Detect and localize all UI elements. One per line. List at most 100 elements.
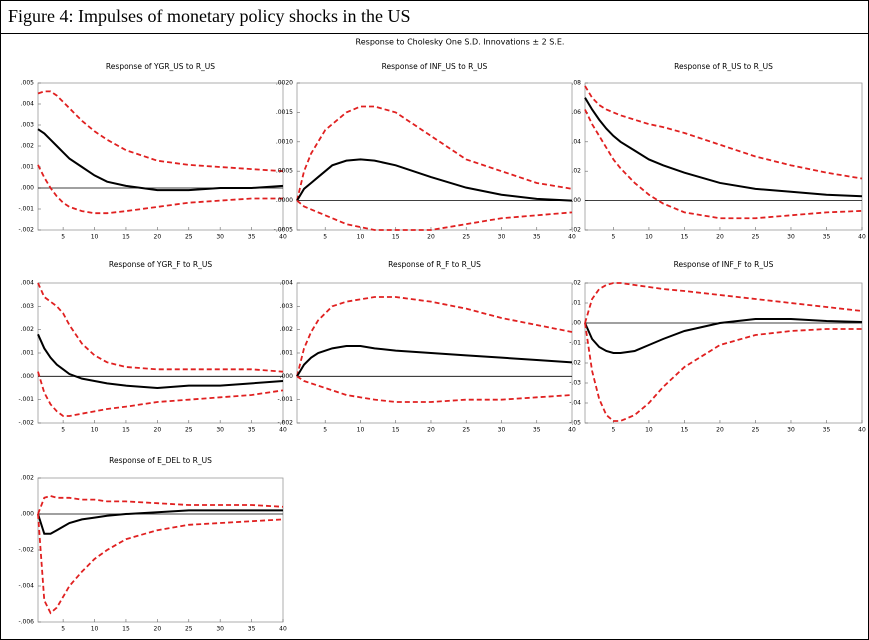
response-line xyxy=(296,345,573,377)
x-tick-label: 20 xyxy=(154,427,162,434)
confidence-band xyxy=(37,513,284,615)
x-tick-label: 15 xyxy=(122,427,130,434)
x-tick-label: 10 xyxy=(357,234,365,241)
panel-title: Response of INF_US to R_US xyxy=(382,62,488,71)
x-tick-label: 40 xyxy=(279,427,287,434)
response-line xyxy=(584,97,863,198)
x-tick-label: 25 xyxy=(752,427,760,434)
x-tick-label: 20 xyxy=(716,427,724,434)
confidence-band xyxy=(37,282,284,373)
y-tick-label: .003 xyxy=(21,303,35,310)
confidence-band xyxy=(37,371,284,417)
y-tick-label: .004 xyxy=(280,280,294,287)
x-tick-label: 40 xyxy=(279,626,287,633)
x-tick-label: 10 xyxy=(91,626,99,633)
confidence-band xyxy=(584,85,863,180)
x-tick-label: 10 xyxy=(357,427,365,434)
x-tick-label: 40 xyxy=(279,234,287,241)
y-tick-label: -.02 xyxy=(569,227,581,234)
y-tick-label: -.001 xyxy=(277,396,293,403)
plot-frame xyxy=(584,282,863,424)
x-tick-label: 15 xyxy=(681,427,689,434)
x-tick-label: 25 xyxy=(185,427,193,434)
confidence-band xyxy=(584,282,863,324)
x-tick-label: 30 xyxy=(498,427,506,434)
y-tick-label: .003 xyxy=(280,303,294,310)
x-tick-label: 35 xyxy=(533,427,541,434)
y-tick-label: .0005 xyxy=(276,168,293,175)
y-tick-label: .000 xyxy=(21,185,35,192)
x-tick-label: 5 xyxy=(61,234,65,241)
x-tick-label: 15 xyxy=(392,427,400,434)
response-line xyxy=(37,509,283,535)
y-tick-label: -.002 xyxy=(18,547,34,554)
x-tick-label: 30 xyxy=(787,234,795,241)
x-tick-label: 5 xyxy=(61,626,65,633)
y-tick-label: .002 xyxy=(21,475,35,482)
confidence-band xyxy=(296,105,573,201)
confidence-band xyxy=(37,495,284,515)
panel-title: Response of INF_F to R_US xyxy=(674,260,774,269)
x-tick-label: 15 xyxy=(681,234,689,241)
x-tick-label: 35 xyxy=(248,427,256,434)
x-tick-label: 15 xyxy=(122,626,130,633)
confidence-band xyxy=(296,375,573,403)
x-tick-label: 40 xyxy=(568,427,576,434)
x-tick-label: 10 xyxy=(645,234,653,241)
x-tick-label: 30 xyxy=(498,234,506,241)
x-tick-label: 25 xyxy=(185,234,193,241)
x-tick-label: 40 xyxy=(858,427,866,434)
y-tick-label: .04 xyxy=(571,138,581,145)
x-tick-label: 25 xyxy=(752,234,760,241)
confidence-band xyxy=(296,199,573,231)
y-tick-label: -.006 xyxy=(18,619,34,626)
x-tick-label: 5 xyxy=(323,427,327,434)
x-tick-label: 20 xyxy=(716,234,724,241)
x-tick-label: 40 xyxy=(568,234,576,241)
x-tick-label: 5 xyxy=(611,427,615,434)
plot-frame xyxy=(296,82,573,231)
x-tick-label: 35 xyxy=(823,427,831,434)
plot-frame xyxy=(584,82,863,231)
x-tick-label: 35 xyxy=(533,234,541,241)
x-tick-label: 25 xyxy=(185,626,193,633)
confidence-band xyxy=(37,164,283,215)
confidence-band xyxy=(37,90,284,173)
x-tick-label: 15 xyxy=(392,234,400,241)
y-tick-label: .0020 xyxy=(276,80,293,87)
panel-title: Response of YGR_US to R_US xyxy=(106,62,215,71)
x-tick-label: 30 xyxy=(787,427,795,434)
y-tick-label: -.002 xyxy=(18,420,34,427)
y-tick-label: .002 xyxy=(21,143,35,150)
panel-title: Response of R_US to R_US xyxy=(674,62,773,71)
x-tick-label: 10 xyxy=(91,234,99,241)
x-tick-label: 40 xyxy=(858,234,866,241)
response-line xyxy=(296,158,573,202)
y-tick-label: -.004 xyxy=(18,583,34,590)
y-tick-label: -.002 xyxy=(18,227,34,234)
y-tick-label: .000 xyxy=(21,511,35,518)
x-tick-label: 30 xyxy=(216,427,224,434)
y-tick-label: .002 xyxy=(280,326,294,333)
y-tick-label: .000 xyxy=(280,373,294,380)
panel-title: Response of R_F to R_US xyxy=(388,260,481,269)
caption: Figure 4: Impulses of monetary policy sh… xyxy=(8,6,410,26)
y-tick-label: .001 xyxy=(21,350,35,357)
x-tick-label: 20 xyxy=(427,234,435,241)
y-tick-label: .01 xyxy=(571,300,581,307)
x-tick-label: 5 xyxy=(323,234,327,241)
x-tick-label: 20 xyxy=(154,234,162,241)
subtitle: Response to Cholesky One S.D. Innovation… xyxy=(356,38,565,47)
x-tick-label: 25 xyxy=(462,427,470,434)
y-tick-label: .004 xyxy=(21,101,35,108)
y-tick-label: -.001 xyxy=(18,206,34,213)
y-tick-label: .08 xyxy=(571,80,581,87)
y-tick-label: -.001 xyxy=(18,396,34,403)
y-tick-label: .001 xyxy=(21,164,35,171)
x-tick-label: 30 xyxy=(216,234,224,241)
x-tick-label: 30 xyxy=(216,626,224,633)
panel-title: Response of E_DEL to R_US xyxy=(109,456,212,465)
y-tick-label: -.04 xyxy=(569,400,581,407)
confidence-band xyxy=(584,322,862,422)
